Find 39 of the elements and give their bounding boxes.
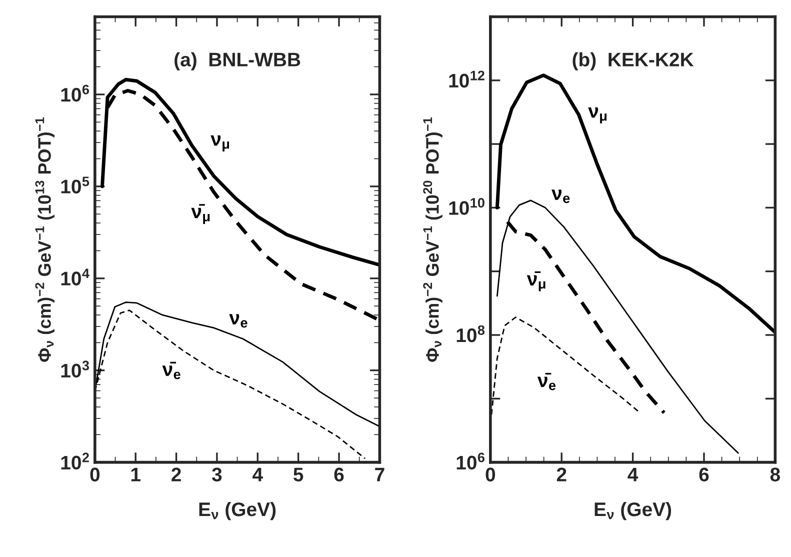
x-tick-label: 8 xyxy=(770,468,780,482)
series-label: ν̄$_{e}$ xyxy=(537,372,556,390)
line-series xyxy=(495,74,776,334)
x-tick-label: 5 xyxy=(294,468,304,482)
series-label: ν$_{μ}$ xyxy=(210,135,230,152)
x-tick-label: 7 xyxy=(375,468,384,482)
x-tick-label: 6 xyxy=(334,468,344,482)
text: (b) KEK-K2K xyxy=(572,52,694,70)
x-tick-label: 4 xyxy=(252,468,263,482)
y-tick-label: 10$^{10}$ xyxy=(449,198,484,215)
line-series xyxy=(490,316,641,416)
text: Φ$_{ν}$ (cm)$^{−2}$ GeV$^{−1}$ (10$^{20}$ POT)$^{−1}$ xyxy=(423,117,442,362)
x-tick-label: 2 xyxy=(172,468,181,482)
series-label: ν$_{e}$ xyxy=(229,314,248,328)
x-tick-label: 0 xyxy=(486,468,496,482)
series-label: ν$_{e}$ xyxy=(552,190,570,204)
x-tick-label: 2 xyxy=(556,468,566,482)
x-tick-label: 0 xyxy=(90,468,100,482)
y-tick-label: 10$^{5}$ xyxy=(61,176,90,194)
series-label: ν$_{μ}$ xyxy=(588,107,607,124)
series-label: ν̄$_{e}$ xyxy=(162,362,180,380)
y-tick-label: 10$^{4}$ xyxy=(61,268,90,286)
y-tick-label: 10$^{12}$ xyxy=(449,70,484,88)
x-axis-title: E$_{ν}$ (GeV) xyxy=(594,502,672,520)
y-tick-label: 10$^{2}$ xyxy=(61,452,89,470)
series-label: ν̄$_{μ}$ xyxy=(191,204,210,224)
series-label: ν̄$_{μ}$ xyxy=(526,271,546,292)
x-tick-label: 4 xyxy=(628,468,638,482)
line-series xyxy=(506,220,666,415)
text: (a) BNL-WBB xyxy=(174,52,300,70)
y-tick-label: 10$^{6}$ xyxy=(61,84,89,102)
x-tick-label: 6 xyxy=(699,468,709,482)
y-tick-label: 10$^{6}$ xyxy=(456,452,484,470)
y-tick-label: 10$^{3}$ xyxy=(61,360,89,378)
x-axis-title: E$_{ν}$ (GeV) xyxy=(199,502,276,520)
x-tick-label: 3 xyxy=(212,468,222,482)
text: Φ$_{ν}$ (cm)$^{−2}$ GeV$^{−1}$ (10$^{13}$ POT)$^{−1}$ xyxy=(35,117,54,362)
x-tick-label: 1 xyxy=(131,468,140,482)
y-tick-label: 10$^{8}$ xyxy=(456,325,485,342)
